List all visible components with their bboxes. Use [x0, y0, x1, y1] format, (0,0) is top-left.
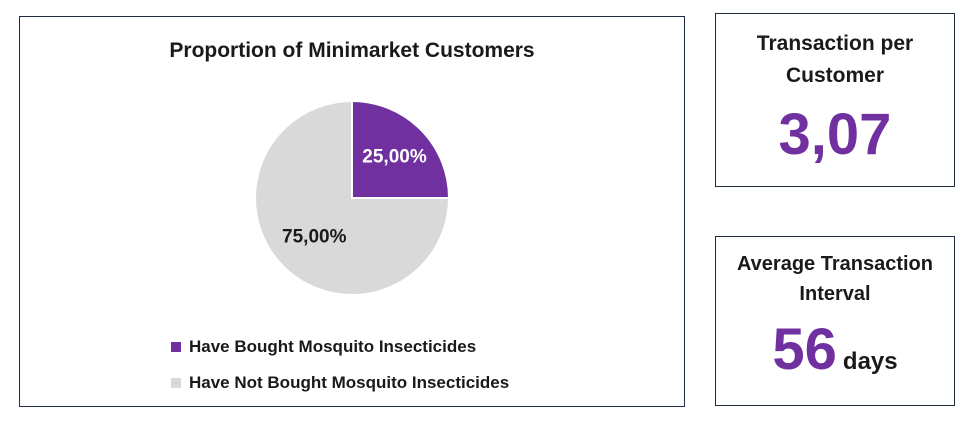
chart-panel: Proportion of Minimarket Customers 25,00… — [19, 16, 685, 407]
legend-item-not-bought: Have Not Bought Mosquito Insecticides — [171, 373, 509, 393]
kpi-value: 3,07 — [778, 102, 892, 167]
legend-swatch-bought — [171, 342, 181, 352]
pie-data-label-0: 25,00% — [362, 146, 427, 167]
pie-data-label-1: 75,00% — [282, 227, 347, 248]
kpi-card-transaction-per-customer: Transaction per Customer 3,07 — [715, 13, 955, 187]
pie-chart: 25,00% 75,00% — [254, 99, 451, 296]
legend-label-not-bought: Have Not Bought Mosquito Insecticides — [189, 373, 510, 392]
chart-title: Proportion of Minimarket Customers — [169, 39, 535, 62]
pie-slice-0 — [351, 99, 451, 199]
legend-item-bought: Have Bought Mosquito Insecticides — [171, 337, 476, 357]
kpi-card-average-transaction-interval: Average Transaction Interval 56 days — [715, 236, 955, 406]
kpi-label: Average Transaction Interval — [736, 253, 933, 305]
kpi-label: Transaction per Customer — [756, 32, 914, 87]
legend-label-bought: Have Bought Mosquito Insecticides — [189, 337, 477, 356]
kpi-unit: days — [842, 348, 898, 375]
kpi-value: 56 — [772, 317, 837, 382]
legend-swatch-not-bought — [171, 378, 181, 388]
pie-slice-1 — [254, 99, 451, 296]
